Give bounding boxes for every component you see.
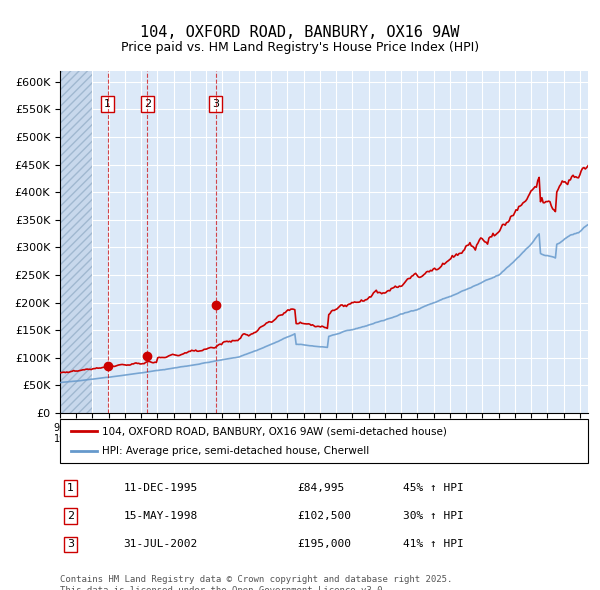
Text: 31-JUL-2002: 31-JUL-2002 (124, 539, 197, 549)
Text: Price paid vs. HM Land Registry's House Price Index (HPI): Price paid vs. HM Land Registry's House … (121, 41, 479, 54)
Text: £102,500: £102,500 (298, 511, 352, 521)
Text: 11-DEC-1995: 11-DEC-1995 (124, 483, 197, 493)
Text: 30% ↑ HPI: 30% ↑ HPI (403, 511, 464, 521)
Text: 3: 3 (212, 99, 219, 109)
Text: 1: 1 (67, 483, 74, 493)
Text: 2: 2 (143, 99, 151, 109)
Text: £195,000: £195,000 (298, 539, 352, 549)
Text: 41% ↑ HPI: 41% ↑ HPI (403, 539, 464, 549)
Text: £84,995: £84,995 (298, 483, 345, 493)
Text: 3: 3 (67, 539, 74, 549)
Text: 1: 1 (104, 99, 111, 109)
Text: 45% ↑ HPI: 45% ↑ HPI (403, 483, 464, 493)
Text: 15-MAY-1998: 15-MAY-1998 (124, 511, 197, 521)
Bar (60, 71, 92, 413)
Text: HPI: Average price, semi-detached house, Cherwell: HPI: Average price, semi-detached house,… (102, 446, 370, 455)
Text: Contains HM Land Registry data © Crown copyright and database right 2025.
This d: Contains HM Land Registry data © Crown c… (60, 575, 452, 590)
FancyBboxPatch shape (60, 419, 588, 463)
Text: 2: 2 (67, 511, 74, 521)
Text: 104, OXFORD ROAD, BANBURY, OX16 9AW: 104, OXFORD ROAD, BANBURY, OX16 9AW (140, 25, 460, 40)
Text: 104, OXFORD ROAD, BANBURY, OX16 9AW (semi-detached house): 104, OXFORD ROAD, BANBURY, OX16 9AW (sem… (102, 427, 447, 436)
